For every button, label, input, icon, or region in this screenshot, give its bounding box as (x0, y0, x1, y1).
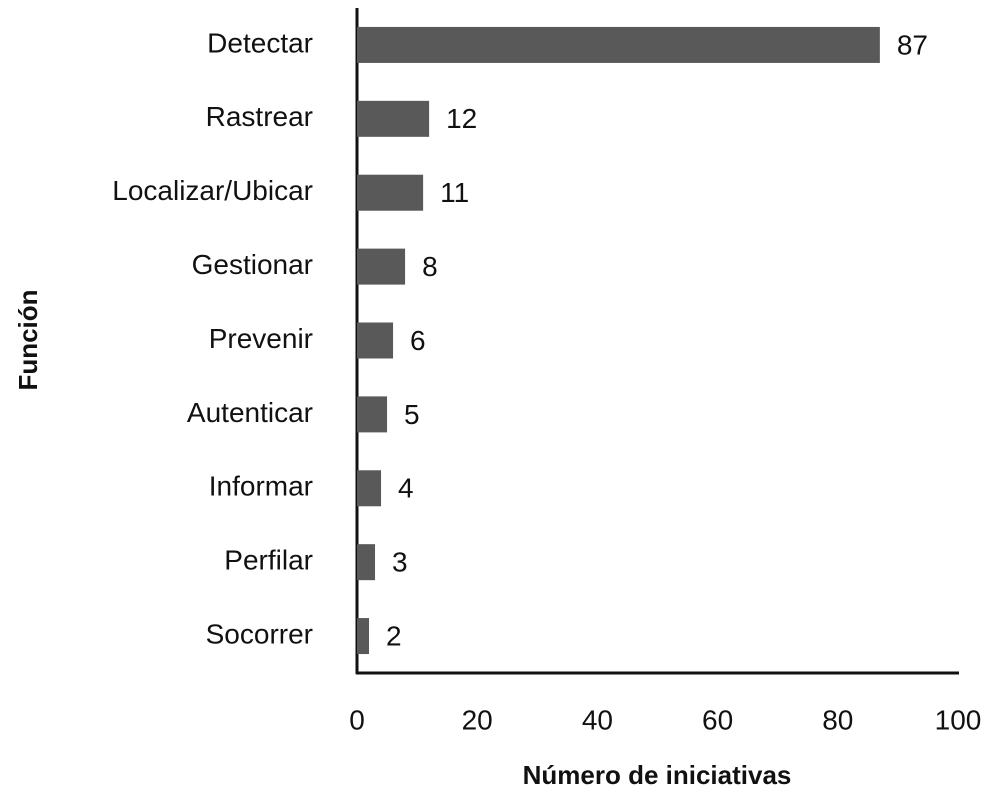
bar (357, 544, 376, 581)
data-label: 6 (410, 325, 426, 356)
y-tick-label: Rastrear (206, 101, 313, 132)
data-label: 12 (446, 103, 477, 134)
bar (357, 174, 424, 211)
data-label: 87 (897, 29, 928, 60)
data-label: 5 (404, 399, 420, 430)
x-tick-label: 80 (822, 704, 853, 735)
x-tick-label: 60 (702, 704, 733, 735)
x-tick-label: 40 (582, 704, 613, 735)
bar (357, 396, 388, 433)
y-tick-label: Localizar/Ubicar (112, 175, 313, 206)
bar (357, 470, 382, 507)
bar (357, 248, 406, 285)
y-tick-label: Informar (209, 471, 313, 502)
data-label: 2 (386, 620, 402, 651)
y-tick-label: Perfilar (224, 545, 313, 576)
y-tick-label: Socorrer (206, 618, 313, 649)
y-tick-label: Gestionar (192, 249, 313, 280)
x-tick-label: 100 (935, 704, 982, 735)
y-tick-label: Autenticar (187, 397, 313, 428)
bar (357, 618, 370, 655)
y-tick-label: Prevenir (209, 323, 313, 354)
data-label: 3 (392, 547, 408, 578)
x-axis-title: Número de iniciativas (523, 760, 792, 790)
y-axis-title: Función (13, 289, 43, 390)
data-label: 11 (440, 177, 469, 208)
x-tick-label: 0 (349, 704, 365, 735)
bar (357, 26, 880, 63)
x-tick-label: 20 (462, 704, 493, 735)
bar (357, 322, 394, 359)
data-label: 8 (422, 251, 438, 282)
data-label: 4 (398, 473, 414, 504)
y-tick-label: Detectar (207, 27, 313, 58)
bar (357, 100, 430, 137)
